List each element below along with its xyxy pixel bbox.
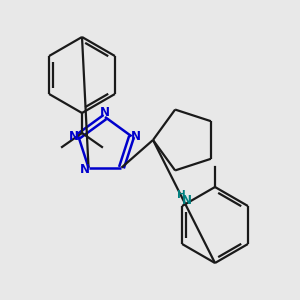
Text: N: N	[130, 130, 141, 143]
Text: N: N	[100, 106, 110, 118]
Text: N: N	[80, 163, 89, 176]
Text: H: H	[177, 190, 185, 200]
Text: N: N	[182, 194, 192, 207]
Text: N: N	[69, 130, 80, 143]
